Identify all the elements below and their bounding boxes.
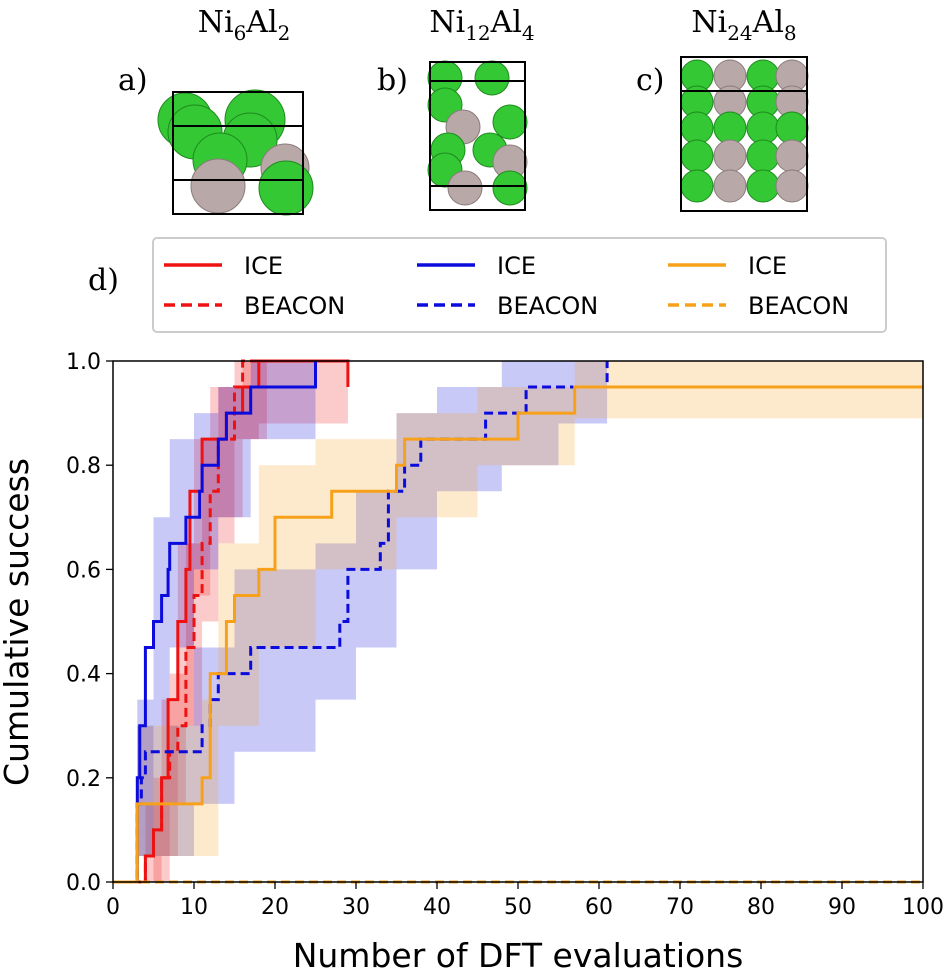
structure-ni12al4 [427, 60, 528, 211]
al-atom [190, 158, 246, 214]
y-tick-label: 0.8 [66, 454, 101, 479]
x-tick-label: 100 [902, 895, 944, 920]
y-tick-label: 0.2 [66, 767, 101, 792]
x-tick-label: 40 [423, 895, 451, 920]
legend-label: BEACON [244, 292, 345, 320]
x-axis-label: Number of DFT evaluations [293, 936, 744, 974]
y-tick-label: 0.0 [66, 871, 101, 896]
structure-ni24al8 [680, 56, 809, 212]
panel-title-a: Ni6Al2 [198, 5, 291, 45]
x-tick-label: 70 [666, 895, 694, 920]
x-tick-label: 0 [106, 895, 120, 920]
legend-label: ICE [748, 252, 787, 280]
series-line [113, 359, 267, 884]
ni-atom [258, 160, 314, 216]
confidence-band [113, 361, 608, 882]
plot-area: 0 10 20 30 40 50 60 70 80 90 100 0.0 0.2 0.4 0.6 0.8 1.… [66, 350, 944, 920]
x-tick-label: 30 [342, 895, 370, 920]
x-tick-label: 80 [747, 895, 775, 920]
series-line [113, 385, 923, 884]
panel-title-c: Ni24Al8 [691, 5, 796, 45]
legend-label: ICE [497, 252, 536, 280]
structure-ni6al2 [157, 89, 314, 216]
panel-label-c: c) [636, 63, 665, 98]
series-line [113, 361, 609, 884]
y-axis-label: Cumulative success [0, 458, 36, 786]
x-tick-label: 60 [585, 895, 613, 920]
legend-label: BEACON [497, 292, 598, 320]
legend: ICE BEACON ICE BEACON ICE BEACON [152, 237, 887, 333]
legend-label: ICE [244, 252, 283, 280]
panel-label-d: d) [88, 263, 119, 298]
y-tick-label: 0.6 [66, 558, 101, 583]
panel-label-a: a) [118, 63, 148, 98]
confidence-band [113, 361, 267, 882]
confidence-band [113, 361, 923, 882]
x-tick-label: 20 [261, 895, 289, 920]
y-tick-label: 0.4 [66, 663, 101, 688]
x-tick-label: 10 [180, 895, 208, 920]
series-line [113, 361, 317, 884]
legend-label: BEACON [748, 292, 849, 320]
x-tick-label: 50 [504, 895, 532, 920]
panel-label-b: b) [377, 63, 408, 98]
x-tick-label: 90 [828, 895, 856, 920]
y-tick-label: 1.0 [66, 350, 101, 375]
panel-title-b: Ni12Al4 [429, 5, 534, 45]
